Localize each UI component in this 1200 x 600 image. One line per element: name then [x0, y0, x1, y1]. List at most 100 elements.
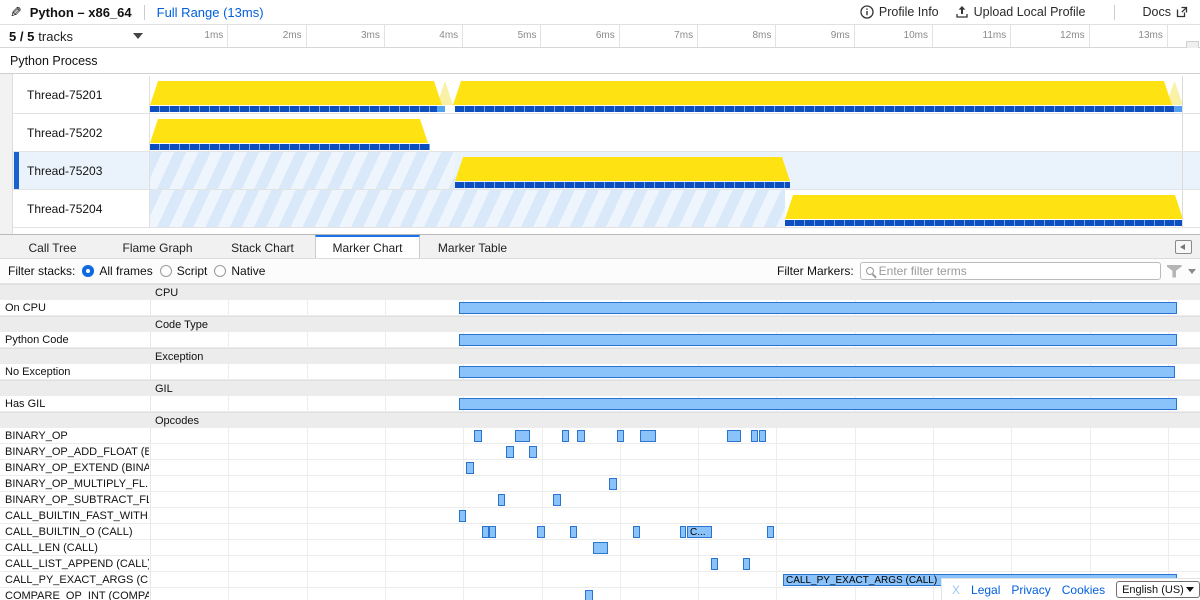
marker-box[interactable]: [482, 525, 489, 538]
ruler-tick-label: 7ms: [674, 30, 694, 41]
marker-category-label: Opcodes: [155, 415, 200, 427]
marker-box[interactable]: [459, 333, 1177, 346]
marker-box[interactable]: [633, 525, 640, 538]
full-range-link[interactable]: Full Range (13ms): [156, 4, 264, 20]
marker-row-label: BINARY_OP_SUBTRACT_FL...: [5, 494, 149, 506]
language-select[interactable]: English (US): [1116, 581, 1200, 598]
divider: [1113, 4, 1115, 20]
selection-indicator: [14, 152, 19, 189]
marker-box[interactable]: [640, 429, 656, 442]
process-header-row[interactable]: Python Process: [0, 48, 1200, 74]
marker-box[interactable]: [529, 445, 537, 458]
stack-filter-option-native[interactable]: Native: [214, 264, 265, 278]
thread-row[interactable]: Thread-75201: [13, 76, 1200, 114]
marker-box[interactable]: [474, 429, 482, 442]
profile-info-button[interactable]: Profile Info: [860, 5, 939, 19]
ruler-tick-label: 5ms: [517, 30, 537, 41]
upload-profile-button[interactable]: Upload Local Profile: [955, 5, 1086, 19]
thread-track-viz[interactable]: [150, 190, 1183, 227]
marker-row-label: COMPARE_OP_INT (COMPA...: [5, 590, 149, 600]
marker-box[interactable]: [553, 493, 561, 506]
legal-link[interactable]: Legal: [971, 582, 1001, 597]
marker-box[interactable]: [570, 525, 577, 538]
filter-stacks-label: Filter stacks:: [8, 264, 76, 278]
filter-dropdown-caret-icon[interactable]: [1187, 268, 1196, 274]
edit-pencil-icon[interactable]: ✎: [10, 3, 22, 20]
time-gridline: [541, 284, 543, 600]
marker-box[interactable]: [617, 429, 624, 442]
time-gridline: [698, 284, 700, 600]
cookies-link[interactable]: Cookies: [1061, 582, 1106, 597]
marker-chart: CPU On CPU Code Type Python Code Exception No…: [0, 284, 1200, 600]
marker-category-header: Opcodes: [0, 412, 1200, 428]
marker-box[interactable]: [489, 525, 496, 538]
marker-box[interactable]: C...: [687, 525, 712, 538]
marker-row: CALL_BUILTIN_O (CALL) C...: [0, 524, 1200, 540]
thread-row[interactable]: Thread-75204: [13, 190, 1200, 228]
filter-funnel-icon[interactable]: [1166, 264, 1182, 278]
marker-box[interactable]: [459, 397, 1177, 410]
footer-close-button[interactable]: X: [952, 582, 961, 597]
marker-row: BINARY_OP_EXTEND (BINA...: [0, 460, 1200, 476]
marker-box[interactable]: [680, 525, 686, 538]
thread-track-viz[interactable]: [150, 152, 1183, 189]
marker-box[interactable]: [459, 301, 1177, 314]
time-gridline: [306, 284, 308, 600]
marker-box[interactable]: [459, 509, 466, 522]
idle-stripes: [150, 190, 785, 227]
marker-box[interactable]: [498, 493, 505, 506]
thread-track-viz[interactable]: [150, 114, 1183, 151]
thread-row[interactable]: Thread-75202: [13, 114, 1200, 152]
time-gridline: [1167, 284, 1169, 600]
top-bar-actions: Profile Info Upload Local Profile Docs: [860, 4, 1200, 20]
marker-box[interactable]: [506, 445, 514, 458]
tab-flame-graph[interactable]: Flame Graph: [122, 240, 193, 255]
divider: [143, 4, 145, 20]
marker-box[interactable]: [759, 429, 766, 442]
thread-tracks: Thread-75201 Thread-75202 Thread-75203 Thre…: [0, 74, 1200, 234]
radio-button[interactable]: [82, 265, 95, 277]
thread-track-viz[interactable]: [150, 76, 1183, 113]
marker-box[interactable]: [577, 429, 585, 442]
tab-marker-table[interactable]: Marker Table: [437, 240, 508, 255]
time-gridline: [463, 284, 465, 600]
marker-box[interactable]: [767, 525, 774, 538]
activity-bar: [437, 106, 445, 112]
tab-stack-chart[interactable]: Stack Chart: [231, 240, 294, 255]
stack-filter-option-script[interactable]: Script: [159, 264, 207, 278]
radio-button[interactable]: [159, 265, 172, 277]
marker-box[interactable]: [515, 429, 530, 442]
marker-filter-input[interactable]: [878, 264, 1155, 278]
tab-call-tree[interactable]: Call Tree: [28, 240, 77, 255]
process-label: Python Process: [10, 53, 98, 68]
idle-stripes: [150, 152, 455, 189]
search-icon: [865, 267, 874, 275]
tab-marker-chart[interactable]: Marker Chart: [315, 235, 420, 258]
marker-box[interactable]: [593, 541, 608, 554]
marker-box[interactable]: [609, 477, 617, 490]
marker-box[interactable]: [466, 461, 474, 474]
marker-box[interactable]: [727, 429, 741, 442]
stack-filter-option-all-frames[interactable]: All frames: [82, 264, 153, 278]
radio-button[interactable]: [214, 265, 227, 277]
privacy-link[interactable]: Privacy: [1011, 582, 1051, 597]
panel-tab-bar: Call Tree Flame Graph Stack Chart Marker Ch…: [0, 234, 1200, 259]
marker-box[interactable]: [459, 365, 1175, 378]
marker-box[interactable]: [743, 557, 750, 570]
marker-row-chart: [150, 396, 1200, 412]
marker-row-chart: [150, 460, 1200, 476]
tracks-count-dropdown[interactable]: 5 / 5 tracks: [0, 25, 150, 47]
marker-category-header: CPU: [0, 284, 1200, 300]
sidebar-toggle-icon[interactable]: [1175, 240, 1192, 254]
docs-link[interactable]: Docs: [1143, 5, 1188, 19]
marker-category-label: CPU: [155, 287, 179, 299]
marker-search-box[interactable]: [859, 262, 1161, 280]
thread-row[interactable]: Thread-75203: [13, 152, 1200, 190]
marker-box[interactable]: [711, 557, 718, 570]
activity-bar: [455, 106, 1175, 112]
ruler-tick-label: 13ms: [1138, 30, 1163, 41]
marker-box[interactable]: [585, 589, 593, 600]
marker-box[interactable]: [751, 429, 758, 442]
marker-box[interactable]: [537, 525, 545, 538]
marker-box[interactable]: [562, 429, 569, 442]
